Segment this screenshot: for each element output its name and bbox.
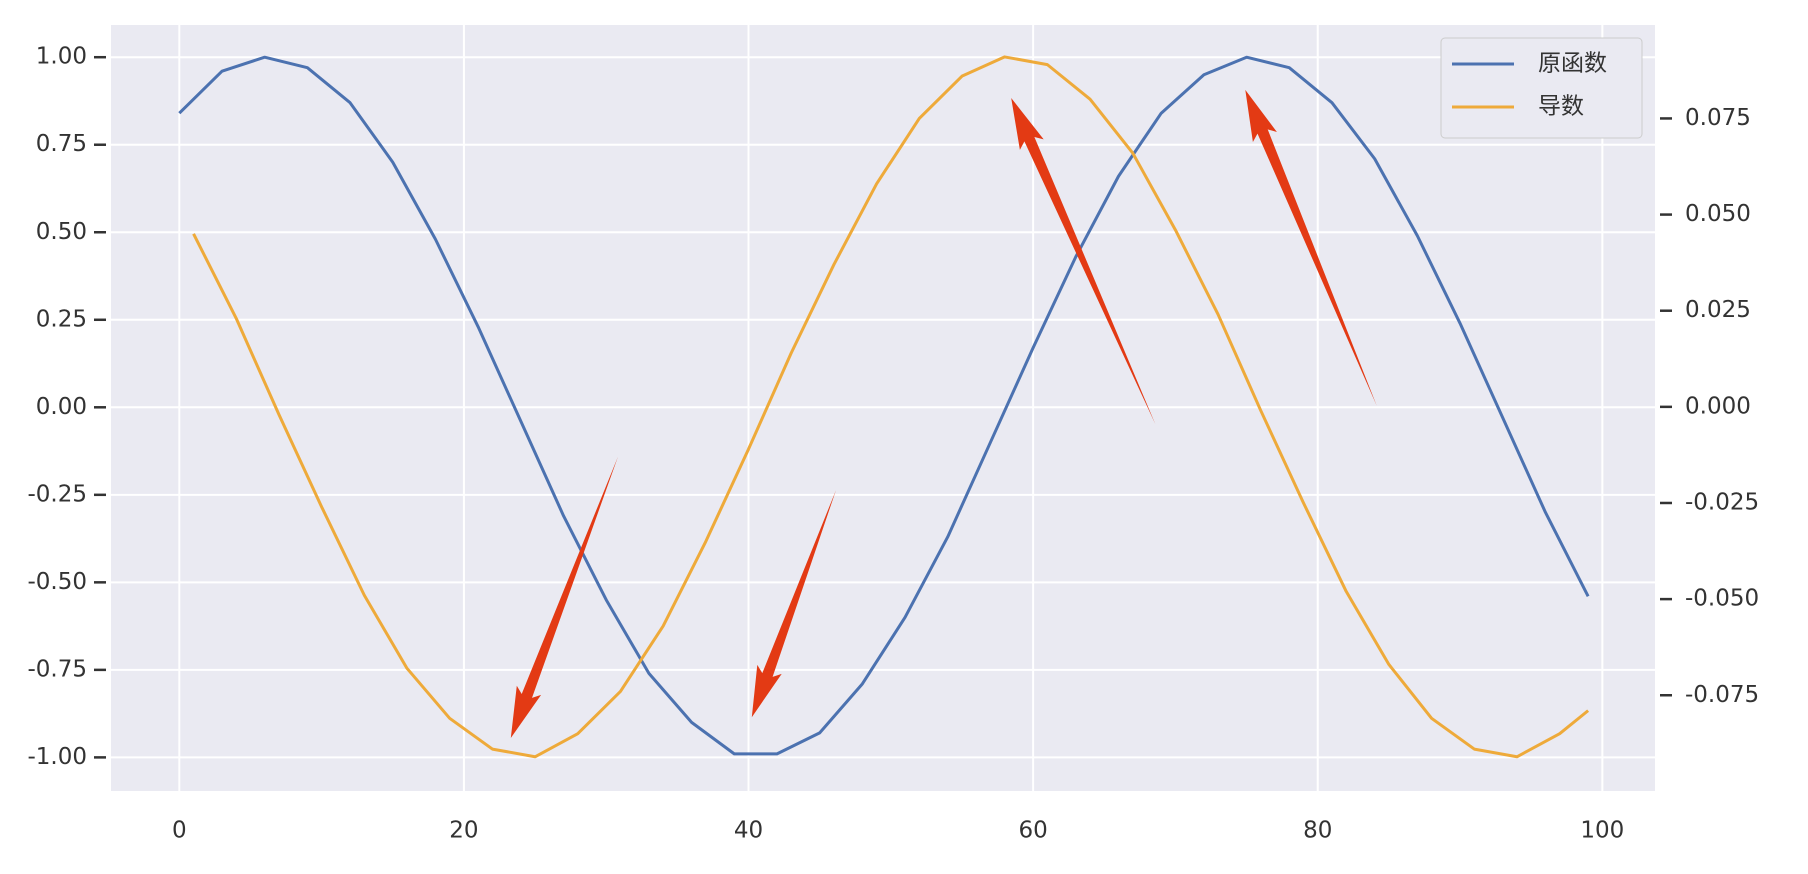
x-tick-label: 60 bbox=[1018, 818, 1047, 844]
y-tick-label: 0.50 bbox=[36, 219, 87, 245]
x-tick-label: 20 bbox=[449, 818, 478, 844]
lines bbox=[178, 55, 1590, 759]
legend-label: 原函数 bbox=[1538, 51, 1607, 77]
annotation-arrow bbox=[1245, 89, 1377, 406]
annotation-arrow bbox=[1011, 98, 1156, 425]
y2-tick-label: -0.025 bbox=[1685, 489, 1759, 515]
annotation-arrow bbox=[510, 456, 618, 738]
y-tick-label: -0.75 bbox=[27, 656, 87, 682]
y2-tick-label: 0.000 bbox=[1685, 393, 1751, 419]
series-line bbox=[192, 55, 1590, 759]
y2-tick-label: -0.050 bbox=[1685, 586, 1759, 612]
y-tick-label: 0.00 bbox=[36, 394, 87, 420]
y-tick-label: -1.00 bbox=[27, 744, 87, 770]
y2-tick-label: 0.075 bbox=[1685, 105, 1751, 131]
legend-label: 导数 bbox=[1538, 94, 1584, 120]
axes: 0 20 40 60 80 100 1.00 0.75 0.50 0.25 0.00 -0.25 -0.… bbox=[27, 44, 1759, 844]
y-tick-label: 0.75 bbox=[36, 131, 87, 157]
y2-tick-label: 0.025 bbox=[1685, 297, 1751, 323]
y-tick-label: -0.25 bbox=[27, 481, 87, 507]
annotation-arrow bbox=[751, 490, 836, 718]
series-line bbox=[178, 55, 1590, 756]
x-tick-label: 0 bbox=[172, 818, 187, 844]
y2-tick-label: 0.050 bbox=[1685, 201, 1751, 227]
y-tick-label: -0.50 bbox=[27, 569, 87, 595]
grid bbox=[111, 25, 1655, 791]
x-tick-label: 100 bbox=[1580, 818, 1624, 844]
x-tick-label: 40 bbox=[734, 818, 763, 844]
y-tick-label: 0.25 bbox=[36, 306, 87, 332]
y2-tick-label: -0.075 bbox=[1685, 682, 1759, 708]
x-tick-label: 80 bbox=[1303, 818, 1332, 844]
y-tick-label: 1.00 bbox=[36, 44, 87, 70]
arrows bbox=[510, 89, 1377, 738]
